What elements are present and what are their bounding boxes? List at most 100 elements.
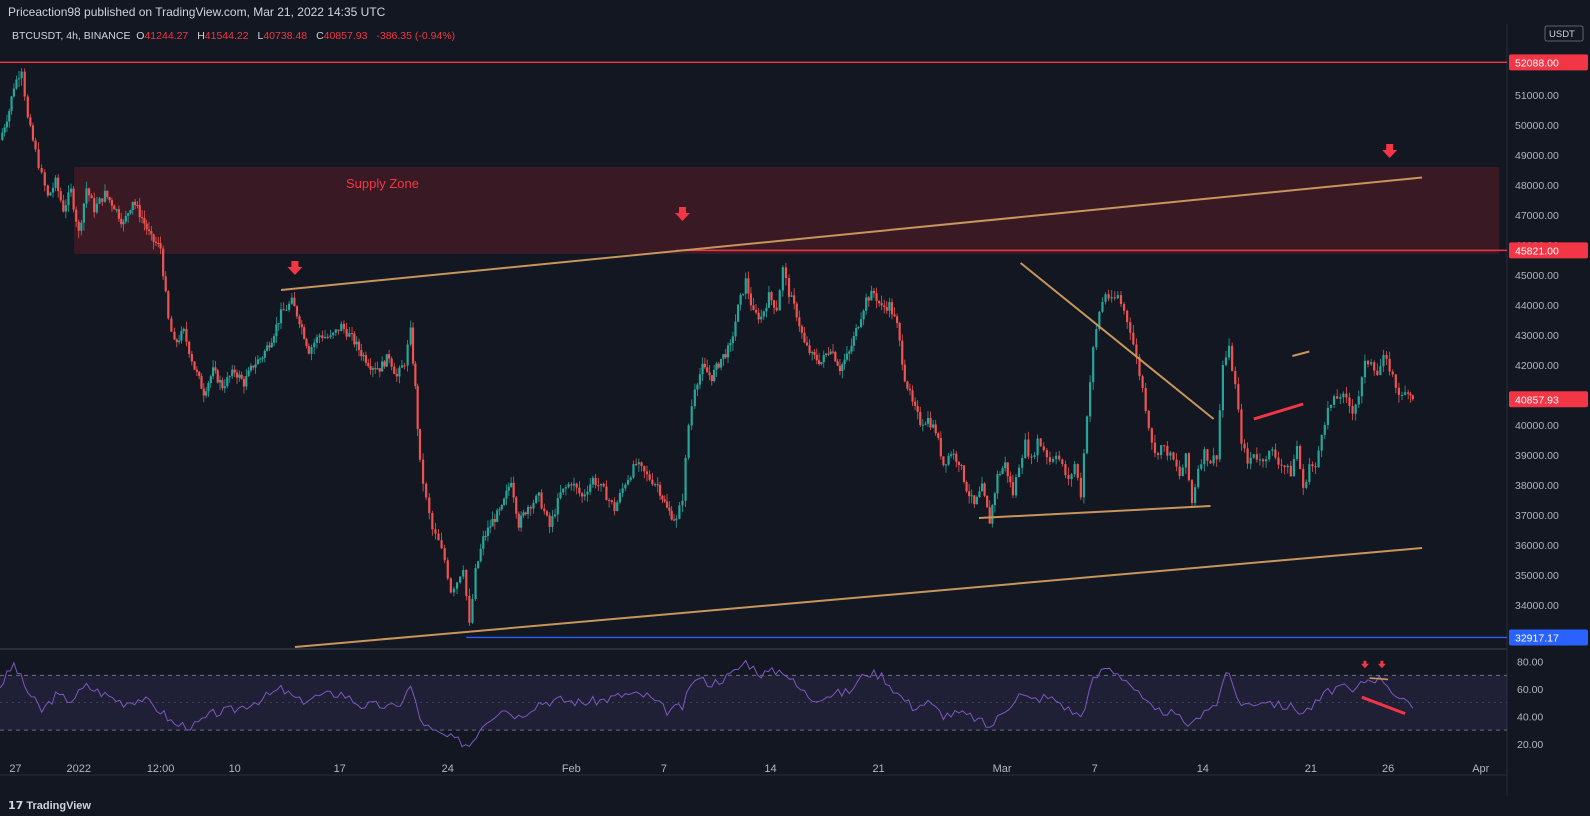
rsi-series-line <box>0 659 1414 748</box>
candle-body <box>290 297 293 304</box>
x-tick-label: Feb <box>562 763 581 775</box>
candle-body <box>193 361 196 370</box>
rsi-divergence-line <box>1361 695 1406 716</box>
candle-body <box>350 333 354 335</box>
candle-body <box>1178 466 1181 477</box>
candle-body <box>934 424 937 434</box>
candle-body <box>188 341 191 354</box>
candle-body <box>658 484 662 496</box>
candle-body <box>247 370 250 377</box>
y-tick-label: 45000.00 <box>1515 270 1559 282</box>
down-arrow-icon <box>674 207 690 221</box>
candle-body <box>1039 438 1042 447</box>
candle-body <box>259 358 262 360</box>
y-tick-label: 47000.00 <box>1515 210 1559 222</box>
candle-body <box>67 192 70 206</box>
candle-body <box>249 365 253 371</box>
currency-box <box>1544 25 1584 42</box>
candle-body <box>334 329 337 333</box>
candle-body <box>1308 464 1311 483</box>
candle-body <box>26 96 29 118</box>
candle-body <box>1098 311 1101 330</box>
candle-body <box>277 323 280 325</box>
candle-body <box>965 482 968 492</box>
candle-body <box>37 149 40 169</box>
candle-body <box>1129 322 1132 333</box>
y-tick-label: 42000.00 <box>1515 360 1559 372</box>
candle-body <box>1206 449 1209 461</box>
candle-body <box>757 312 760 320</box>
candle-body <box>742 293 745 295</box>
x-tick-label: Apr <box>1472 763 1489 775</box>
high-value: 41544.22 <box>204 30 249 42</box>
candle-body <box>1243 443 1246 449</box>
candle-body <box>1079 477 1082 498</box>
symbol-label[interactable]: BTCUSDT, 4h, BINANCE <box>12 30 131 42</box>
price-chart[interactable]: Supply Zone 34000.00 35000.00 36000.00 37000… <box>0 24 1590 796</box>
candle-body <box>1107 294 1110 299</box>
candle-body <box>43 172 46 186</box>
candle-body <box>926 417 930 424</box>
candle-body <box>1048 457 1052 462</box>
candle-body <box>836 361 839 366</box>
candle-body <box>85 188 88 204</box>
candle-body <box>548 515 551 527</box>
candle-body <box>143 218 146 224</box>
candle-body <box>597 485 600 487</box>
candle-body <box>180 331 183 341</box>
candle-body <box>90 195 93 199</box>
low-value: 40738.48 <box>263 30 308 42</box>
candle-body <box>72 188 75 210</box>
rsi-down-arrow-icon <box>1360 660 1369 669</box>
candle-body <box>449 578 452 593</box>
candle-body <box>651 479 654 485</box>
candle-body <box>482 536 485 549</box>
candle-body <box>332 332 335 336</box>
candle-body <box>1021 458 1024 468</box>
candle-body <box>1391 371 1394 375</box>
candle-body <box>635 464 638 466</box>
candle-body <box>474 568 477 599</box>
candle-body <box>1212 455 1215 464</box>
candle-body <box>1110 297 1113 299</box>
candle-body <box>1156 452 1160 456</box>
candle-body <box>1203 449 1206 465</box>
candle-body <box>1197 468 1200 488</box>
candle-body <box>1411 395 1414 400</box>
candle-body <box>101 198 104 202</box>
candle-body <box>703 363 706 368</box>
candle-body <box>632 464 635 478</box>
candle-body <box>493 519 496 522</box>
candle-body <box>226 377 229 387</box>
candle-body <box>556 498 559 515</box>
candle-body <box>765 307 768 312</box>
candle-body <box>955 453 958 462</box>
resistance-price-badge <box>1509 242 1588 259</box>
candle-body <box>701 363 704 375</box>
candle-body <box>69 188 73 193</box>
candle-body <box>983 483 986 496</box>
candle-body <box>715 363 718 370</box>
x-tick-label: 26 <box>1382 763 1394 775</box>
candle-body <box>1237 384 1240 410</box>
candle-body <box>221 380 224 389</box>
candle-body <box>5 121 9 128</box>
candle-body <box>526 506 530 515</box>
candle-body <box>1014 477 1018 496</box>
candle-body <box>693 389 696 407</box>
candle-body <box>567 484 570 488</box>
trendline-divergence <box>1253 402 1304 421</box>
candle-body <box>223 386 226 389</box>
candle-body <box>1261 459 1265 462</box>
tradingview-logo[interactable]: 17 TradingView <box>8 796 91 816</box>
candle-body <box>228 376 231 378</box>
candle-body <box>857 327 860 329</box>
candle-body <box>1323 425 1326 435</box>
candle-body <box>572 483 576 486</box>
candle-body <box>486 527 490 536</box>
high-label: H <box>197 30 205 42</box>
candle-body <box>108 197 111 201</box>
candle-body <box>498 509 501 511</box>
candle-body <box>559 492 562 499</box>
candle-body <box>1070 474 1073 479</box>
